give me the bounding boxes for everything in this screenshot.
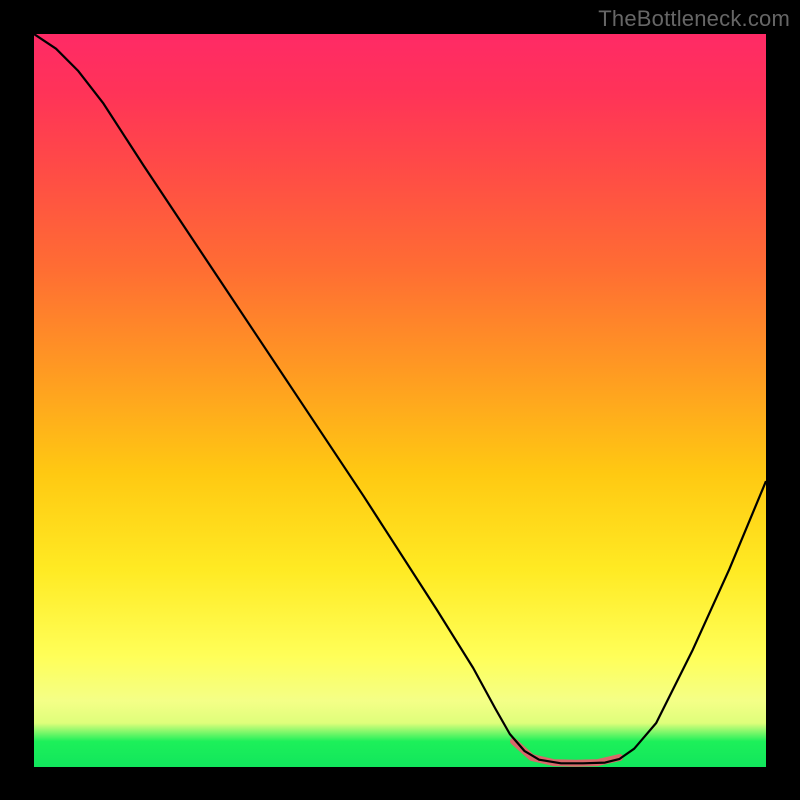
chart-border-bottom xyxy=(0,767,800,800)
chart-border-left xyxy=(0,0,34,800)
watermark-text: TheBottleneck.com xyxy=(598,6,790,32)
chart-border-right xyxy=(766,0,800,800)
chart-gradient-background xyxy=(34,34,766,767)
chart-plot-area xyxy=(34,34,766,767)
chart-svg xyxy=(34,34,766,767)
